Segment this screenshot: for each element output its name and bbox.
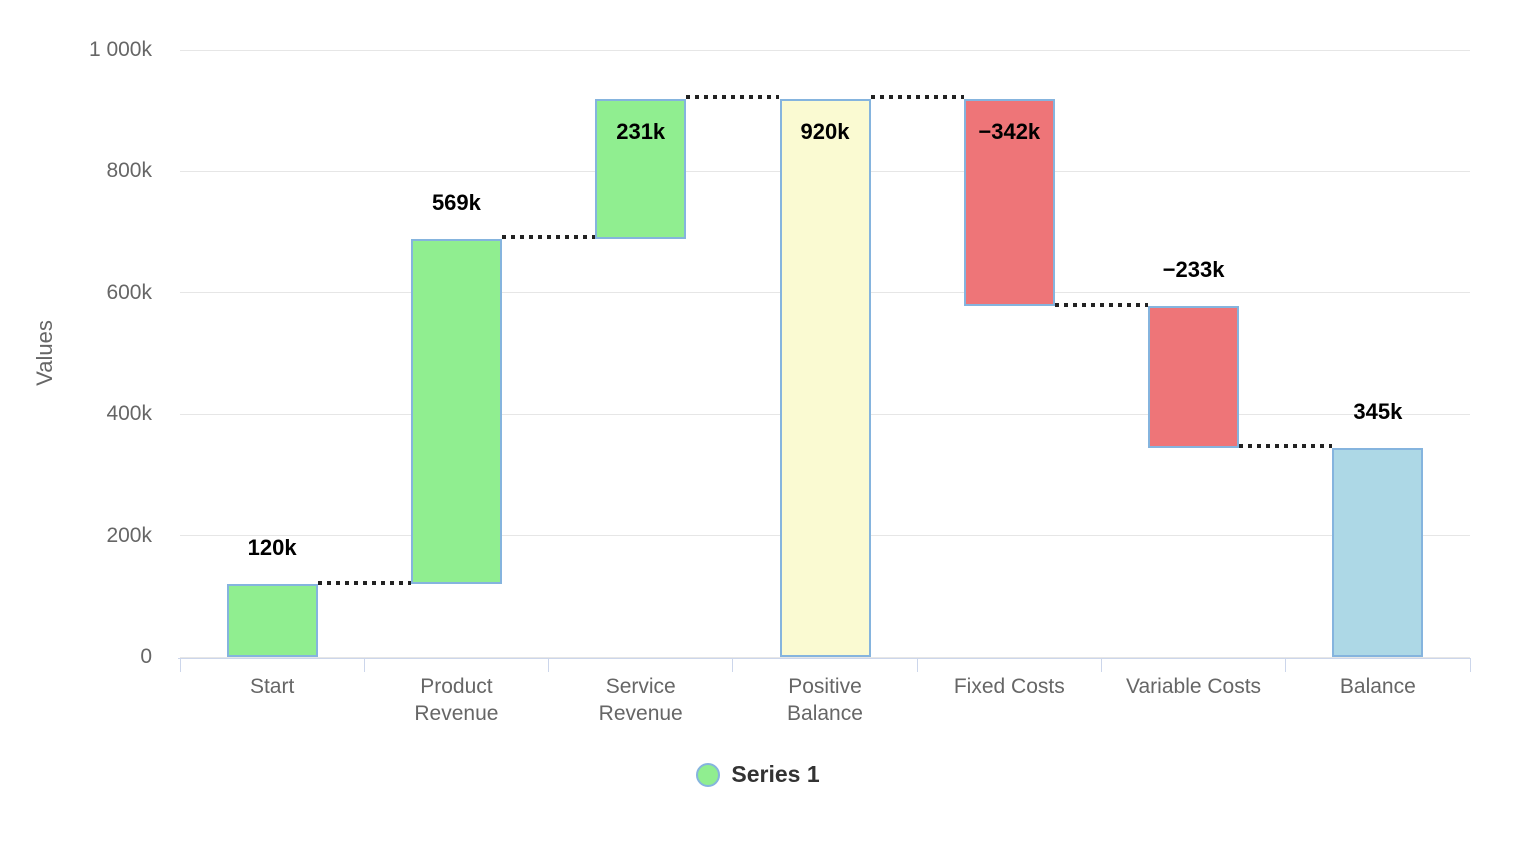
y-tick-label: 1 000k xyxy=(88,38,152,61)
connector-line xyxy=(501,235,596,240)
bar-fixed-costs[interactable] xyxy=(963,98,1055,307)
bar-value-label: −233k xyxy=(1162,257,1225,283)
x-category-label: Product Revenue xyxy=(414,675,499,725)
gridline xyxy=(180,656,1470,658)
bar-value-label: 345k xyxy=(1353,398,1403,424)
bar-value-label: −342k xyxy=(978,118,1041,144)
x-category-label: Start xyxy=(249,675,295,698)
bar-value-label: 920k xyxy=(800,118,850,144)
bar-positive-balance[interactable] xyxy=(779,98,871,657)
bar-service-revenue[interactable] xyxy=(595,98,687,239)
y-tick-label: 200k xyxy=(106,523,152,547)
connector-line xyxy=(1239,444,1333,449)
y-tick-label: 800k xyxy=(106,159,152,183)
legend-label: Series 1 xyxy=(731,761,820,787)
x-axis-tick xyxy=(1285,658,1287,672)
x-axis-tick xyxy=(1100,658,1102,672)
x-category-label: Fixed Costs xyxy=(953,675,1065,698)
bar-variable-costs[interactable] xyxy=(1148,306,1240,448)
x-category-label: Service Revenue xyxy=(598,675,683,725)
y-tick-label: 600k xyxy=(106,280,152,304)
x-axis-tick xyxy=(916,658,918,672)
x-axis-tick xyxy=(363,658,365,672)
x-axis-tick xyxy=(732,658,734,672)
connector-line xyxy=(317,580,411,585)
x-category-label: Balance xyxy=(1339,675,1416,698)
bar-balance[interactable] xyxy=(1332,447,1424,657)
bar-value-label: 120k xyxy=(247,535,297,561)
bar-start[interactable] xyxy=(226,584,318,657)
bar-product-revenue[interactable] xyxy=(410,238,502,585)
x-axis-tick xyxy=(548,658,550,672)
y-tick-label: 0 xyxy=(140,645,152,668)
connector-line xyxy=(686,95,780,100)
legend-item-series-1[interactable]: Series 1 xyxy=(696,761,820,788)
x-category-label: Positive Balance xyxy=(787,675,863,725)
x-category-label: Variable Costs xyxy=(1126,675,1262,698)
x-axis-line xyxy=(178,658,1471,659)
gridline xyxy=(180,49,1470,51)
connector-line xyxy=(1054,302,1149,307)
x-axis-tick xyxy=(179,658,181,672)
legend-marker-icon xyxy=(696,762,721,787)
bar-value-label: 569k xyxy=(431,189,481,215)
y-tick-label: 400k xyxy=(106,402,152,426)
x-axis-tick xyxy=(1469,658,1471,672)
bar-value-label: 231k xyxy=(616,118,666,144)
legend: Series 1 xyxy=(0,761,1516,788)
connector-line xyxy=(870,95,964,100)
